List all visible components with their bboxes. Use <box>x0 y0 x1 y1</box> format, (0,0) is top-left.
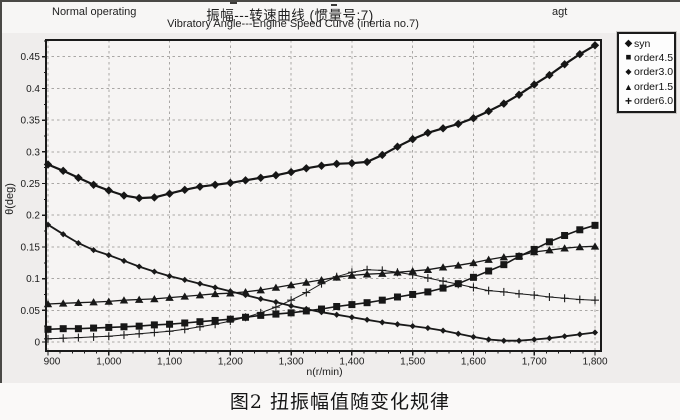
header-right-label: agt <box>552 6 568 18</box>
svg-text:0.4: 0.4 <box>26 84 40 95</box>
svg-text:1,800: 1,800 <box>582 357 607 368</box>
svg-text:1,500: 1,500 <box>400 357 425 368</box>
svg-text:0.45: 0.45 <box>21 52 41 63</box>
legend-item-order1-5: ▲ order1.5 <box>623 80 674 94</box>
svg-text:1,200: 1,200 <box>218 357 243 368</box>
scan-border-left <box>0 0 2 384</box>
syn-marker-icon: ◆ <box>624 38 633 50</box>
svg-text:0.2: 0.2 <box>26 211 40 222</box>
chart-title-cn: 振幅---转速曲线 (惯量号:7) <box>206 8 374 23</box>
diamond-marker-icon: ◆ <box>625 67 632 77</box>
svg-text:0.3: 0.3 <box>26 147 40 158</box>
svg-text:1,100: 1,100 <box>157 357 182 368</box>
legend-item-order4-5: ■ order4.5 <box>623 51 674 65</box>
svg-text:1,700: 1,700 <box>522 357 547 368</box>
legend-label: order1.5 <box>634 80 674 93</box>
svg-text:0.05: 0.05 <box>21 306 41 317</box>
square-marker-icon: ■ <box>625 52 632 64</box>
triangle-marker-icon: ▲ <box>624 81 633 92</box>
svg-text:1,300: 1,300 <box>279 357 304 368</box>
header-left-label: Normal operating <box>52 6 137 18</box>
caption-band <box>0 383 680 420</box>
legend-label: syn <box>634 38 651 51</box>
scan-border-top <box>0 0 680 2</box>
y-axis-label: θ(deg) <box>4 183 16 215</box>
legend-item-order3-0: ◆ order3.0 <box>623 65 674 79</box>
scan-speck <box>230 2 237 4</box>
svg-text:900: 900 <box>44 357 61 368</box>
legend-label: order4.5 <box>634 52 674 65</box>
svg-text:0.15: 0.15 <box>21 242 41 253</box>
x-axis-label: n(r/min) <box>306 366 343 378</box>
svg-text:1,600: 1,600 <box>461 357 486 368</box>
chart-subtitle-en: Vibratory Angle---Engine Speed Curve (in… <box>167 18 419 30</box>
header-band <box>2 2 680 33</box>
legend-box: ◆ syn ■ order4.5 ◆ order3.0 ▲ order1.5 +… <box>616 31 677 114</box>
legend-item-syn: ◆ syn <box>623 37 674 51</box>
svg-text:0.35: 0.35 <box>21 116 41 127</box>
svg-text:0.25: 0.25 <box>21 179 41 190</box>
legend-item-order6-0: + order6.0 <box>623 94 674 108</box>
svg-text:1,000: 1,000 <box>96 357 121 368</box>
figure-caption: 图2 扭振幅值随变化规律 <box>229 391 451 413</box>
plus-marker-icon: + <box>624 93 632 108</box>
vibration-angle-chart: 900 1,000 1,100 1,200 1,300 1,400 1,500 1,600 1,… <box>21 39 608 368</box>
svg-text:1,400: 1,400 <box>339 357 364 368</box>
scan-speck <box>331 4 337 6</box>
legend-label: order3.0 <box>634 66 674 79</box>
svg-text:0.1: 0.1 <box>26 274 40 285</box>
svg-text:0: 0 <box>34 338 40 349</box>
legend-label: order6.0 <box>634 94 674 107</box>
